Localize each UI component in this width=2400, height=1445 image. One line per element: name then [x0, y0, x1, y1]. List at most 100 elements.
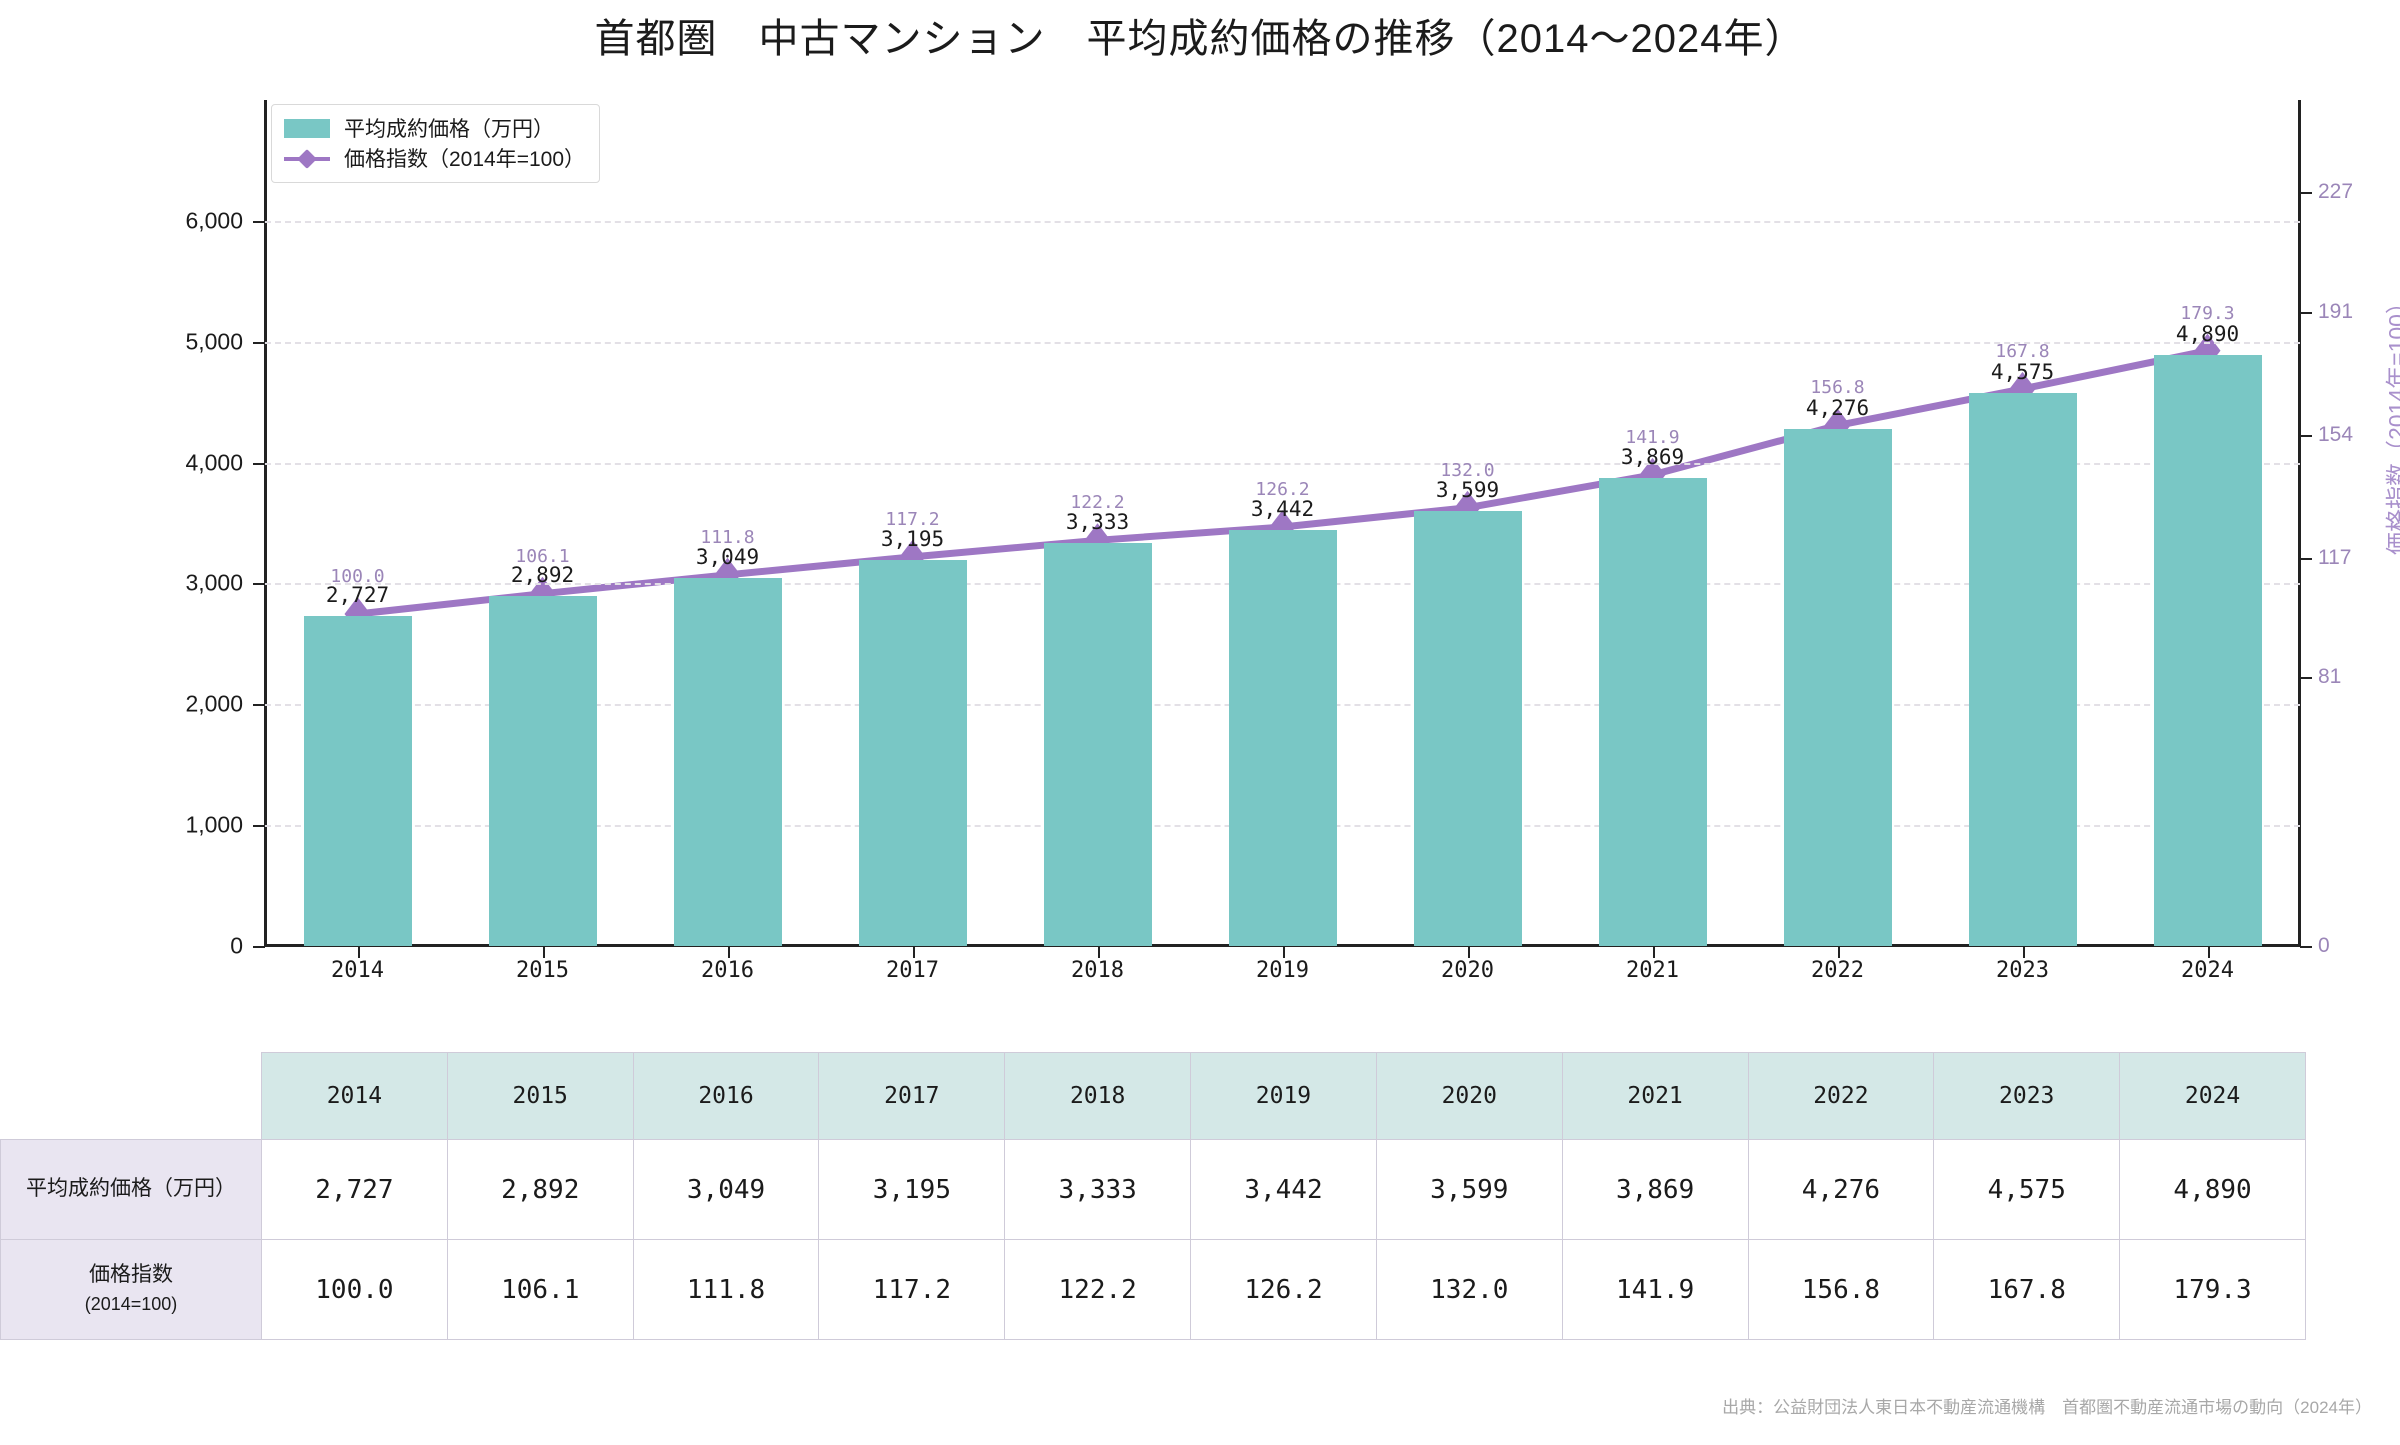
- y-axis-left-tick-mark: [253, 341, 265, 344]
- y-axis-right-tick-mark: [2300, 192, 2312, 195]
- table-row-price: 平均成約価格（万円） 2,727 2,892 3,049 3,195 3,333 3,44…: [0, 1139, 2306, 1240]
- x-axis-tick-label: 2019: [1256, 958, 1309, 983]
- y-axis-left-tick-label: 0: [230, 932, 243, 959]
- y-axis-left-tick-mark: [253, 583, 265, 586]
- x-axis-tick-mark: [1652, 947, 1655, 958]
- axis-spine-left: [264, 100, 267, 947]
- x-axis-tick-label: 2024: [2181, 958, 2234, 983]
- bar: [673, 577, 782, 946]
- index-value-label: 122.2: [1070, 492, 1125, 514]
- x-axis-tick-label: 2015: [516, 958, 569, 983]
- table-cell: 132.0: [1375, 1239, 1563, 1340]
- table-cell: 126.2: [1190, 1239, 1377, 1340]
- table-cell: 156.8: [1747, 1239, 1935, 1340]
- index-value-label: 111.8: [700, 526, 755, 548]
- y-axis-right-tick-mark: [2300, 434, 2312, 437]
- table-cell: 106.1: [446, 1239, 634, 1340]
- table-cell: 117.2: [818, 1239, 1006, 1340]
- x-axis-tick-label: 2014: [331, 958, 384, 983]
- table-corner-cell: [1, 1053, 262, 1140]
- table-header-year: 2024: [2119, 1052, 2306, 1140]
- y-axis-right-label: 価格指数（2014年=100）: [2384, 291, 2400, 555]
- y-axis-right-tick-mark: [2300, 557, 2312, 560]
- x-axis-tick-mark: [2207, 947, 2210, 958]
- y-axis-right-tick-mark: [2300, 677, 2312, 680]
- y-axis-right-tick-label: 191: [2318, 299, 2354, 323]
- bar-value-label: 4,276: [1805, 396, 1870, 421]
- x-axis-tick-label: 2020: [1441, 958, 1494, 983]
- table-cell: 2,892: [446, 1139, 634, 1240]
- table-header-year: 2021: [1561, 1052, 1749, 1140]
- y-axis-right-tick-label: 227: [2318, 180, 2354, 204]
- table-header-year: 2014: [261, 1052, 448, 1140]
- chart-container: 平均成約価格（万円） 価格指数（2014年=100） 2,727 2,892 3,0…: [0, 0, 2400, 1010]
- legend-diamond-line-icon: [284, 149, 330, 168]
- bar-value-label: 3,442: [1250, 497, 1315, 521]
- y-axis-left-tick-label: 6,000: [185, 207, 243, 234]
- index-value-label: 179.3: [2180, 302, 2235, 324]
- y-axis-left-tick-mark: [253, 946, 265, 948]
- table-header-year: 2023: [1933, 1052, 2121, 1140]
- table-rowlabel-index-sub: (2014=100): [84, 1293, 178, 1314]
- table-cell: 4,890: [2119, 1139, 2306, 1240]
- bar: [2153, 355, 2262, 946]
- y-axis-left-tick-label: 1,000: [185, 811, 243, 838]
- table-cell: 100.0: [261, 1239, 448, 1340]
- table-cell: 167.8: [1933, 1239, 2121, 1340]
- legend-swatch-icon: [284, 118, 330, 138]
- table-cell: 3,333: [1004, 1139, 1192, 1240]
- table-header-row: 2014 2015 2016 2017 2018 2019 2020 2021 2022 2023…: [1, 1052, 2306, 1140]
- legend-label-line: 価格指数（2014年=100）: [344, 148, 586, 171]
- y-axis-left-tick-label: 5,000: [185, 328, 243, 355]
- table-cell: 3,195: [818, 1139, 1006, 1240]
- y-axis-left-tick-label: 4,000: [185, 449, 243, 476]
- gridline: [265, 462, 2300, 465]
- x-axis-tick-mark: [1097, 947, 1100, 958]
- bar: [1228, 530, 1337, 946]
- bar-value-label: 2,727: [325, 583, 390, 608]
- table-header-year: 2017: [818, 1052, 1006, 1140]
- table-cell: 122.2: [1004, 1239, 1192, 1340]
- y-axis-right-tick-label: 0: [2318, 934, 2330, 957]
- bar: [488, 596, 597, 946]
- gridline: [265, 220, 2300, 223]
- x-axis-tick-mark: [357, 947, 360, 958]
- table-cell: 111.8: [632, 1239, 820, 1340]
- table-header-year: 2015: [446, 1052, 634, 1140]
- table-header-year: 2020: [1375, 1052, 1563, 1140]
- table-header-year: 2019: [1190, 1052, 1377, 1140]
- data-table: 2014 2015 2016 2017 2018 2019 2020 2021 2022 2023…: [0, 1052, 2306, 1340]
- x-axis-tick-mark: [727, 947, 730, 958]
- y-axis-right-tick-mark: [2300, 311, 2312, 314]
- index-value-label: 126.2: [1255, 478, 1310, 500]
- table-header-year: 2022: [1747, 1052, 1935, 1140]
- source-note: 出典：公益財団法人東日本不動産流通機構 首都圏不動産流通市場の動向（2024年）: [1722, 1398, 2372, 1417]
- bar-value-label: 3,333: [1065, 510, 1130, 535]
- table-rowlabel-index: 価格指数 (2014=100): [0, 1239, 262, 1340]
- index-value-label: 167.8: [1995, 340, 2050, 362]
- table-cell: 3,049: [632, 1139, 820, 1240]
- table-cell: 179.3: [2119, 1239, 2306, 1340]
- table-rowlabel-price: 平均成約価格（万円）: [0, 1139, 262, 1240]
- x-axis-tick-label: 2018: [1071, 958, 1124, 983]
- axis-spine-right: [2298, 100, 2301, 947]
- table-cell: 2,727: [261, 1139, 448, 1240]
- bar: [1598, 478, 1707, 946]
- x-axis-tick-mark: [542, 947, 545, 958]
- y-axis-left-tick-label: 2,000: [185, 690, 243, 717]
- table-header-year: 2016: [632, 1052, 820, 1140]
- x-axis-tick-mark: [1282, 947, 1285, 958]
- y-axis-left-tick-mark: [253, 220, 265, 223]
- x-axis-tick-label: 2016: [701, 958, 754, 983]
- bar-value-label: 4,575: [1990, 360, 2055, 385]
- table-cell: 4,575: [1933, 1139, 2121, 1240]
- legend-label-bar: 平均成約価格（万円）: [344, 118, 554, 141]
- bar: [1968, 393, 2077, 946]
- y-axis-right-tick-label: 117: [2318, 545, 2352, 569]
- bar-value-label: 3,869: [1620, 445, 1685, 470]
- index-value-label: 106.1: [515, 545, 570, 567]
- index-value-label: 132.0: [1440, 459, 1495, 481]
- index-value-label: 100.0: [330, 565, 385, 587]
- table-cell: 3,599: [1375, 1139, 1563, 1240]
- bar-value-label: 4,890: [2175, 322, 2240, 346]
